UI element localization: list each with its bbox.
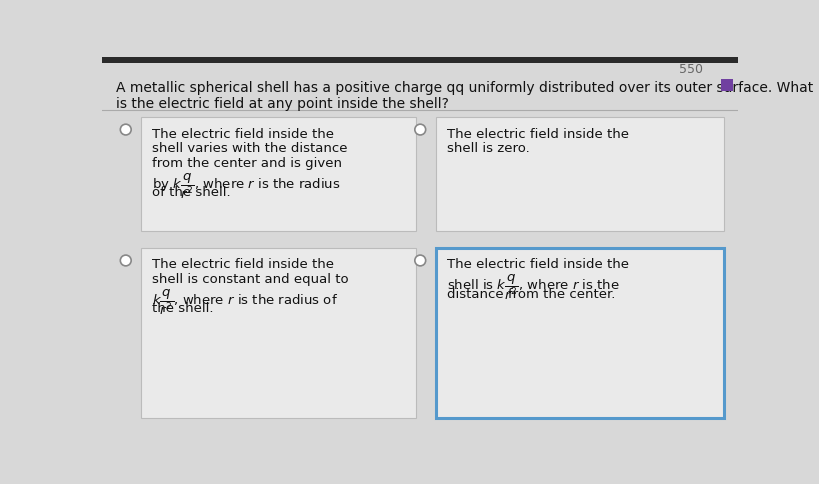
Text: the shell.: the shell. [152, 302, 213, 315]
Text: by $k\dfrac{q}{r^2}$, where $r$ is the radius: by $k\dfrac{q}{r^2}$, where $r$ is the r… [152, 171, 340, 200]
Circle shape [414, 125, 425, 136]
Text: The electric field inside the: The electric field inside the [152, 258, 333, 271]
Circle shape [414, 256, 425, 266]
Text: distance from the center.: distance from the center. [446, 287, 614, 300]
FancyBboxPatch shape [435, 249, 723, 418]
Text: of the shell.: of the shell. [152, 186, 230, 198]
Text: is the electric field at any point inside the shell?: is the electric field at any point insid… [116, 96, 449, 110]
Text: The electric field inside the: The electric field inside the [446, 127, 628, 140]
Text: $k\dfrac{q}{r^2}$, where $r$ is the radius of: $k\dfrac{q}{r^2}$, where $r$ is the radi… [152, 287, 337, 317]
FancyBboxPatch shape [720, 79, 732, 92]
Circle shape [120, 125, 131, 136]
FancyBboxPatch shape [102, 58, 737, 64]
Text: shell is $k\dfrac{q}{r^2}$, where $r$ is the: shell is $k\dfrac{q}{r^2}$, where $r$ is… [446, 272, 618, 302]
Circle shape [120, 256, 131, 266]
Text: from the center and is given: from the center and is given [152, 156, 342, 169]
Text: shell is zero.: shell is zero. [446, 142, 529, 155]
Text: shell is constant and equal to: shell is constant and equal to [152, 272, 348, 286]
FancyBboxPatch shape [141, 118, 416, 232]
Text: A metallic spherical shell has a positive charge qq uniformly distributed over i: A metallic spherical shell has a positiv… [116, 81, 812, 95]
FancyBboxPatch shape [141, 249, 416, 418]
Text: The electric field inside the: The electric field inside the [446, 258, 628, 271]
Text: shell varies with the distance: shell varies with the distance [152, 142, 347, 155]
FancyBboxPatch shape [435, 118, 723, 232]
Text: The electric field inside the: The electric field inside the [152, 127, 333, 140]
Text: 550: 550 [679, 63, 703, 76]
